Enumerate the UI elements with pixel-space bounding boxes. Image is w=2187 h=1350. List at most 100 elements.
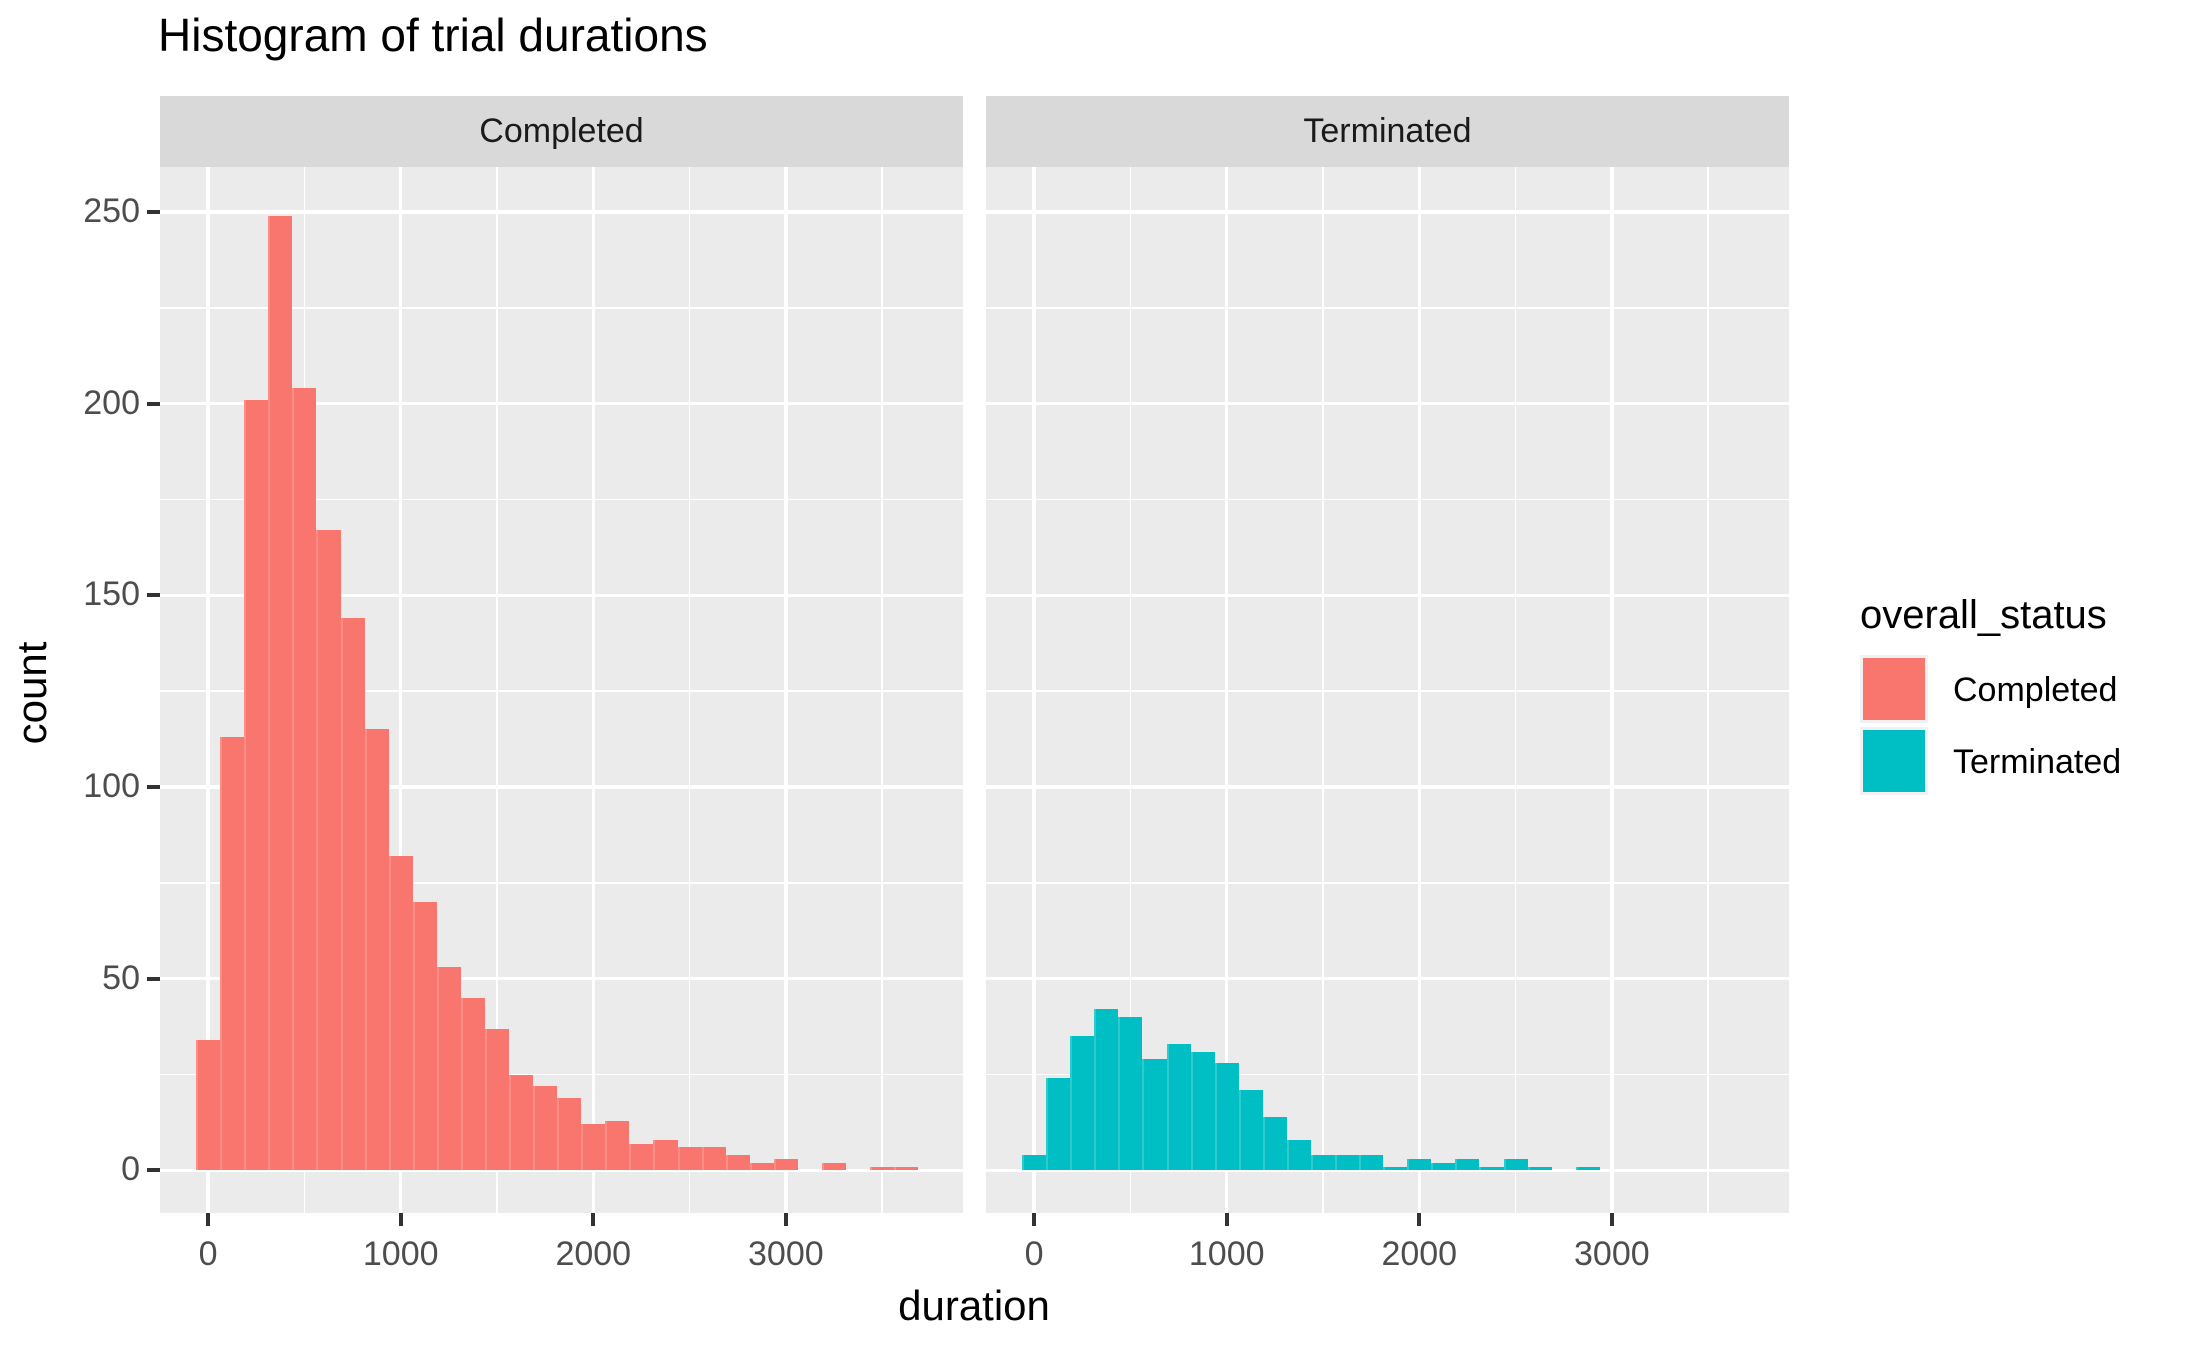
histogram-bar (436, 967, 461, 1171)
x-major-gridline (399, 167, 403, 1213)
x-tick-label: 1000 (1188, 1235, 1265, 1273)
x-axis-tick (398, 1213, 403, 1226)
histogram-bar (1455, 1158, 1480, 1171)
histogram-bar (1022, 1155, 1047, 1171)
histogram-bar (196, 1040, 221, 1171)
histogram-bar (388, 856, 413, 1171)
y-axis-tick (147, 976, 160, 981)
y-tick-label: 50 (102, 958, 140, 997)
histogram-bar (1214, 1063, 1239, 1171)
x-major-gridline (1032, 167, 1036, 1213)
histogram-bar (1142, 1059, 1167, 1171)
histogram-bar (316, 530, 341, 1171)
x-tick-label: 3000 (748, 1235, 824, 1273)
x-major-gridline (1610, 167, 1614, 1213)
y-minor-gridline (160, 690, 963, 693)
histogram-bar (773, 1158, 798, 1171)
histogram-bar (749, 1162, 774, 1171)
y-major-gridline (160, 1168, 963, 1173)
histogram-bar (340, 618, 365, 1171)
y-major-gridline (986, 593, 1789, 597)
histogram-bar (292, 388, 317, 1171)
histogram-bar (1575, 1166, 1600, 1171)
x-minor-gridline (496, 167, 498, 1213)
histogram-bar (629, 1143, 654, 1171)
legend-title: overall_status (1860, 593, 2107, 637)
histogram-bar (1359, 1155, 1384, 1171)
histogram-bar (1190, 1051, 1215, 1171)
y-tick-label: 200 (83, 383, 140, 422)
y-major-gridline (160, 977, 963, 981)
histogram-bar (1335, 1155, 1360, 1171)
histogram-bar (244, 399, 269, 1171)
histogram-bar (1094, 1009, 1119, 1171)
y-minor-gridline (986, 882, 1789, 884)
x-minor-gridline (881, 167, 883, 1213)
y-tick-label: 150 (83, 575, 140, 614)
legend-label-terminated: Terminated (1953, 743, 2122, 781)
x-axis-tick (1224, 1213, 1229, 1226)
x-axis-tick (783, 1213, 788, 1226)
histogram-bar (1383, 1166, 1408, 1171)
histogram-bar (509, 1074, 534, 1171)
y-axis-tick (147, 593, 160, 598)
y-major-gridline (160, 785, 963, 789)
x-axis-tick (591, 1213, 596, 1226)
histogram-bar (605, 1120, 630, 1171)
histogram-bar (557, 1097, 582, 1171)
y-minor-gridline (986, 498, 1789, 501)
x-tick-label: 0 (1024, 1235, 1044, 1273)
x-tick-label: 3000 (1574, 1235, 1650, 1273)
x-minor-gridline (1129, 167, 1132, 1213)
y-minor-gridline (160, 306, 963, 309)
y-major-gridline (986, 1168, 1789, 1173)
facet-strip-label-terminated: Terminated (1303, 112, 1472, 150)
x-tick-label: 0 (198, 1235, 218, 1273)
histogram-bar (1070, 1036, 1095, 1171)
x-axis-tick (1032, 1213, 1037, 1226)
histogram-bar (1503, 1158, 1528, 1171)
x-major-gridline (1417, 167, 1421, 1213)
y-major-gridline (160, 401, 963, 406)
histogram-bar (220, 737, 245, 1171)
histogram-bar (1286, 1139, 1311, 1171)
y-minor-gridline (986, 690, 1789, 693)
y-axis-tick (147, 785, 160, 789)
y-minor-gridline (986, 1073, 1789, 1076)
y-axis-tick (147, 209, 160, 214)
x-tick-label: 2000 (555, 1235, 632, 1273)
y-major-gridline (986, 977, 1789, 981)
x-axis-tick (1417, 1213, 1422, 1226)
histogram-bar (653, 1139, 678, 1171)
y-minor-gridline (160, 498, 963, 501)
histogram-bar (268, 215, 293, 1171)
y-axis-tick (147, 401, 160, 406)
facet-strip-completed: Completed (160, 96, 963, 167)
histogram-bar (821, 1162, 846, 1171)
y-axis-tick (147, 1168, 160, 1173)
facet-strip-label-completed: Completed (479, 112, 644, 150)
y-tick-label: 250 (83, 191, 140, 230)
histogram-bar (725, 1155, 750, 1171)
x-minor-gridline (1514, 167, 1517, 1213)
histogram-bar (484, 1028, 510, 1171)
histogram-bar (870, 1166, 895, 1171)
histogram-bar (677, 1147, 702, 1171)
histogram-bar (1166, 1043, 1191, 1171)
x-tick-label: 1000 (362, 1235, 439, 1273)
x-major-gridline (784, 167, 788, 1213)
plot-title: Histogram of trial durations (158, 9, 708, 61)
x-minor-gridline (688, 167, 691, 1213)
x-axis-tick (1609, 1213, 1614, 1226)
histogram-bar (533, 1086, 558, 1171)
histogram-bar (1431, 1162, 1456, 1171)
y-major-gridline (986, 210, 1789, 214)
histogram-bar (1527, 1166, 1552, 1171)
legend-key-terminated-swatch (1860, 727, 1928, 795)
histogram-bar (364, 729, 389, 1171)
x-axis-tick (206, 1213, 211, 1226)
histogram-bar (701, 1147, 726, 1171)
panel-completed (160, 167, 963, 1213)
histogram-bar (1262, 1116, 1287, 1171)
